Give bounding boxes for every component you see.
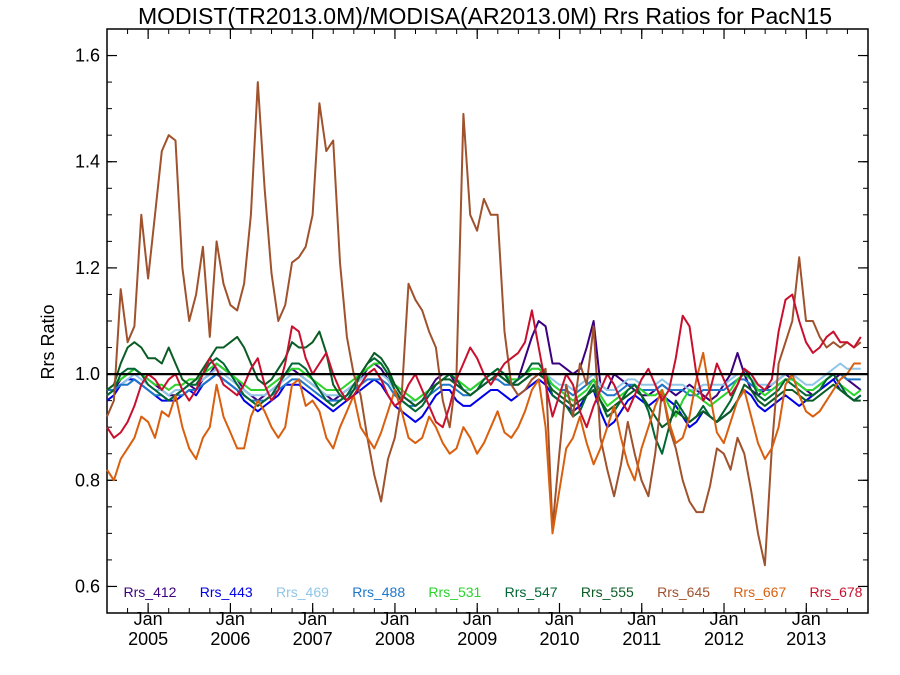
x-tick-year: 2009 [457,629,497,649]
legend-entry-rrs-488: Rrs_488 [352,584,405,600]
x-tick-year: 2010 [539,629,579,649]
x-tick-month: Jan [463,609,492,629]
x-tick-month: Jan [380,609,409,629]
x-tick-month: Jan [216,609,245,629]
y-tick-label: 1.6 [75,46,100,66]
legend-entry-rrs-412: Rrs_412 [124,584,177,600]
legend-entry-rrs-667: Rrs_667 [733,584,786,600]
x-tick-year: 2006 [210,629,250,649]
x-tick-year: 2007 [293,629,333,649]
x-tick-year: 2013 [786,629,826,649]
legend-entry-rrs-443: Rrs_443 [200,584,253,600]
x-tick-month: Jan [298,609,327,629]
x-tick-month: Jan [792,609,821,629]
series-lines [106,81,862,567]
y-axis: 0.6 0.8 1.0 1.2 1.4 1.6 [75,28,868,614]
x-tick-month: Jan [627,609,656,629]
legend: Rrs_412 Rrs_443 Rrs_469 Rrs_488 Rrs_531 Rrs_5… [124,584,863,600]
x-tick-year: 2005 [128,629,168,649]
x-tick-month: Jan [710,609,739,629]
plot-frame [106,28,869,614]
series-line-rrs-667 [106,351,861,535]
x-tick-year: 2011 [622,629,661,649]
legend-entry-rrs-645: Rrs_645 [657,584,710,600]
x-tick-year: 2008 [375,629,415,649]
y-tick-label: 0.6 [75,576,100,596]
legend-entry-rrs-531: Rrs_531 [428,584,481,600]
legend-entry-rrs-547: Rrs_547 [505,584,558,600]
y-tick-label: 1.4 [75,152,100,172]
legend-entry-rrs-469: Rrs_469 [276,584,329,600]
y-tick-label: 1.0 [75,364,100,384]
y-axis-label: Rrs Ratio [38,304,58,379]
x-tick-month: Jan [134,609,163,629]
y-tick-label: 1.2 [75,258,100,278]
legend-entry-rrs-678: Rrs_678 [810,584,863,600]
legend-entry-rrs-555: Rrs_555 [581,584,634,600]
series-line-rrs-645 [106,81,862,567]
x-tick-year: 2012 [704,629,744,649]
x-tick-month: Jan [545,609,574,629]
y-tick-label: 0.8 [75,470,100,490]
x-axis: Jan2005Jan2006Jan2007Jan2008Jan2009Jan20… [106,29,869,649]
series-line-rrs-555 [106,330,861,429]
chart-title: MODIST(TR2013.0M)/MODISA(AR2013.0M) Rrs … [138,3,832,29]
